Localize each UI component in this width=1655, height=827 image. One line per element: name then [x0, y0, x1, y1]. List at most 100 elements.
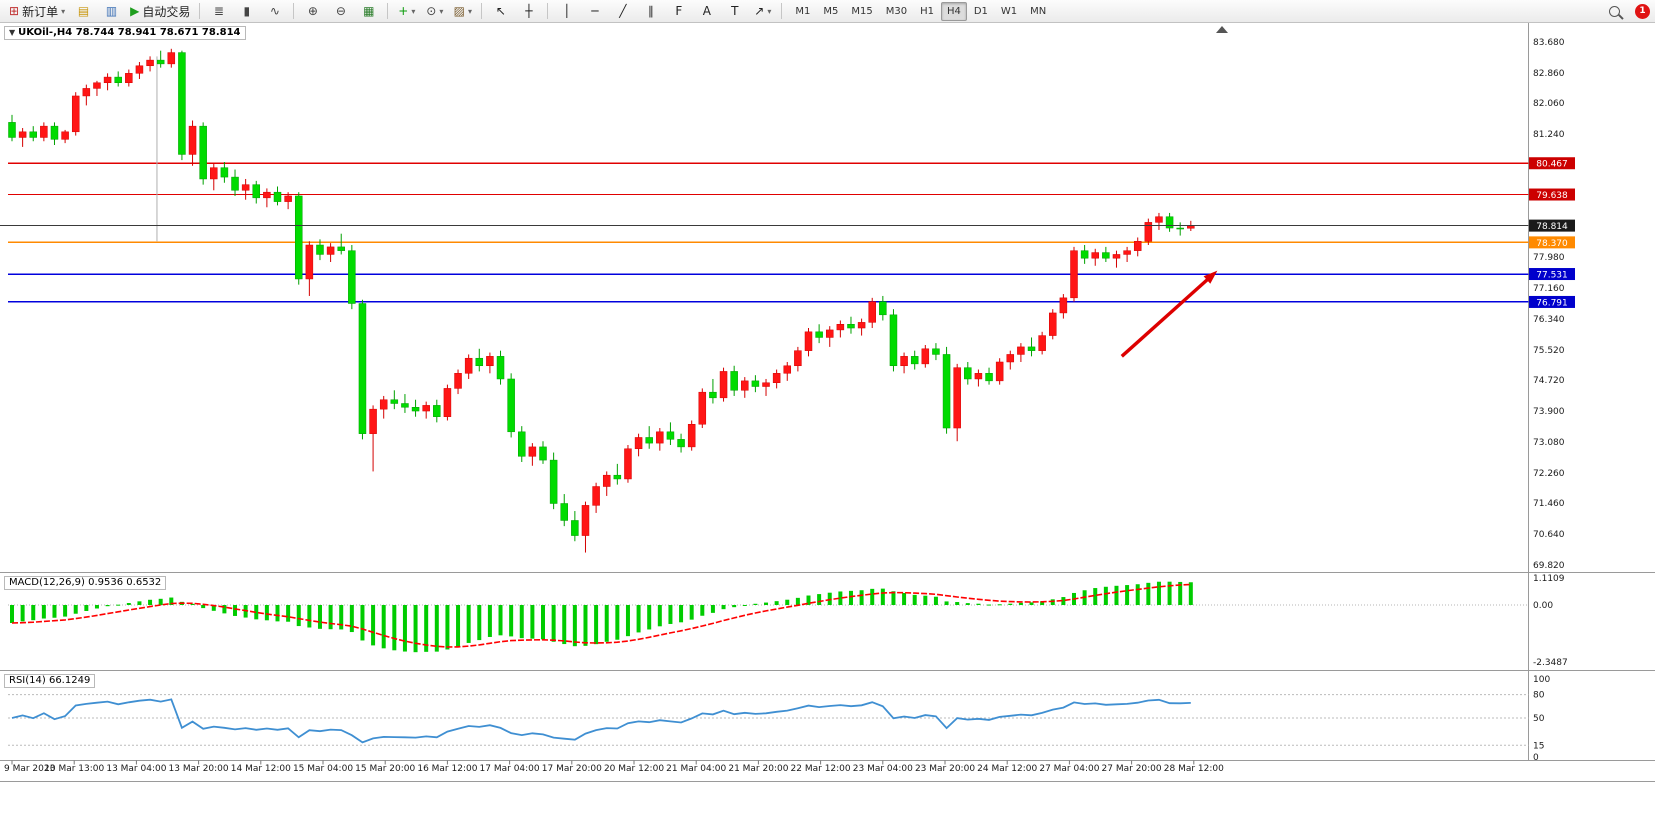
macd-histogram-bar: [572, 605, 577, 647]
vertical-line-icon[interactable]: │: [553, 1, 580, 22]
macd-histogram-bar: [710, 605, 715, 613]
new-order-button[interactable]: ⊞ 新订单 ▾: [5, 1, 69, 22]
timeframe-button-m5[interactable]: M5: [823, 5, 839, 17]
toolbar-separator: [781, 3, 783, 19]
macd-histogram-bar: [487, 605, 492, 637]
candle: [687, 424, 696, 448]
timeframe-button-w1[interactable]: W1: [1000, 5, 1018, 17]
trend-arrow[interactable]: [1120, 274, 1213, 358]
arrows-icon[interactable]: ↗ ▾: [749, 1, 776, 22]
macd-histogram-bar: [10, 605, 14, 623]
macd-histogram-bar: [1061, 597, 1066, 605]
text-box-icon[interactable]: T: [721, 1, 748, 22]
candle: [624, 448, 632, 480]
timeframe-button-m30[interactable]: M30: [885, 5, 908, 17]
candle: [1017, 346, 1025, 355]
timeframe-button-h1[interactable]: H1: [920, 5, 934, 17]
candle: [114, 76, 122, 84]
chart-menu-triangle-icon[interactable]: ▼: [9, 28, 16, 37]
candle: [719, 371, 728, 399]
macd-histogram-bar: [541, 605, 545, 640]
macd-histogram-bar: [1146, 582, 1151, 605]
macd-histogram-bar: [1178, 581, 1183, 605]
candle: [273, 191, 282, 202]
indicators-icon[interactable]: + ▾: [393, 1, 420, 22]
macd-histogram-bar: [530, 605, 535, 639]
zoom-in-icon[interactable]: ⊕: [299, 1, 326, 22]
crosshair-icon[interactable]: ┼: [515, 1, 542, 22]
candle: [985, 373, 993, 382]
data-window-icon[interactable]: ▥: [98, 1, 125, 22]
bar-chart-icon[interactable]: ≣: [205, 1, 232, 22]
trendline-icon[interactable]: ╱: [609, 1, 636, 22]
line-chart-icon[interactable]: ∿: [261, 1, 288, 22]
candle: [326, 246, 335, 255]
macd-histogram-bar: [668, 605, 673, 624]
text-label-icon: A: [702, 4, 711, 18]
macd-histogram-bar: [657, 605, 662, 627]
timeframe-button-mn[interactable]: MN: [1030, 5, 1047, 17]
macd-histogram-bar: [1188, 582, 1193, 605]
macd-histogram-bar: [275, 605, 280, 622]
candle: [645, 437, 653, 444]
notification-badge[interactable]: 1: [1635, 3, 1650, 19]
candle: [263, 191, 271, 199]
candlestick-chart-icon[interactable]: ▮: [233, 1, 260, 22]
timeframe-button-m15[interactable]: M15: [851, 5, 873, 17]
price-chart[interactable]: 83.680 82.860 82.060 81.240 77.980 77.160 76.3…: [0, 23, 1655, 827]
bar-chart-icon: ≣: [213, 4, 224, 18]
macd-histogram-bar: [551, 605, 556, 642]
market-watch-icon[interactable]: ▤: [70, 1, 97, 22]
macd-histogram-bar: [158, 598, 163, 605]
candle: [1080, 250, 1089, 259]
macd-histogram-bar: [286, 605, 291, 622]
autotrading-button[interactable]: ▶ 自动交易: [126, 1, 194, 22]
candle: [1006, 354, 1015, 363]
candle: [337, 246, 345, 251]
tile-windows-icon[interactable]: ▦: [355, 1, 382, 22]
candle: [709, 391, 717, 399]
timeframe-button-m1[interactable]: M1: [795, 5, 811, 17]
candle: [18, 131, 27, 138]
candle: [741, 380, 749, 391]
cursor-icon[interactable]: ↖: [487, 1, 514, 22]
templates-icon[interactable]: ▨ ▾: [449, 1, 476, 22]
candle: [1133, 240, 1142, 251]
price-badge: [1529, 157, 1575, 170]
candle: [571, 520, 579, 536]
candle: [284, 195, 292, 202]
rsi-label-box: RSI(14) 66.1249: [4, 674, 96, 688]
macd-histogram-bar: [923, 595, 928, 605]
time-axis-label: 21 Mar 20:00: [728, 764, 788, 774]
time-axis-label: 15 Mar 20:00: [355, 764, 415, 774]
search-icon[interactable]: [1601, 1, 1628, 22]
macd-histogram-bar: [838, 591, 843, 605]
arrows-icon: ↗: [754, 4, 765, 18]
candle: [348, 250, 356, 304]
time-axis-label: 10 Mar 13:00: [44, 764, 104, 774]
magnifier-glyph: [1609, 5, 1620, 17]
chart-shift-marker-icon[interactable]: [1216, 26, 1228, 33]
candle: [836, 324, 845, 331]
macd-histogram-bar: [201, 605, 206, 609]
zoom-out-icon[interactable]: ⊖: [327, 1, 354, 22]
equidistant-channel-icon[interactable]: ∥: [637, 1, 664, 22]
macd-histogram-bar: [456, 605, 461, 647]
macd-histogram-bar: [880, 588, 885, 605]
chart-title-box: ▼ UKOil-,H4 78.744 78.941 78.671 78.814: [4, 26, 246, 40]
macd-histogram-bar: [870, 588, 875, 605]
candle: [1144, 222, 1153, 242]
candle: [220, 167, 229, 178]
fibonacci-icon[interactable]: F: [665, 1, 692, 22]
timeframe-button-h4[interactable]: H4: [940, 1, 967, 21]
macd-histogram-bar: [73, 605, 78, 614]
candle: [422, 405, 430, 412]
price-badge: [1529, 236, 1575, 249]
horizontal-line-icon[interactable]: ─: [581, 1, 608, 22]
timeframe-button-d1[interactable]: D1: [973, 5, 988, 17]
trend-arrow-head[interactable]: [1203, 270, 1218, 284]
text-label-icon[interactable]: A: [693, 1, 720, 22]
macd-histogram-bar: [732, 605, 737, 608]
candle: [369, 408, 377, 434]
periods-icon[interactable]: ⊙ ▾: [421, 1, 448, 22]
